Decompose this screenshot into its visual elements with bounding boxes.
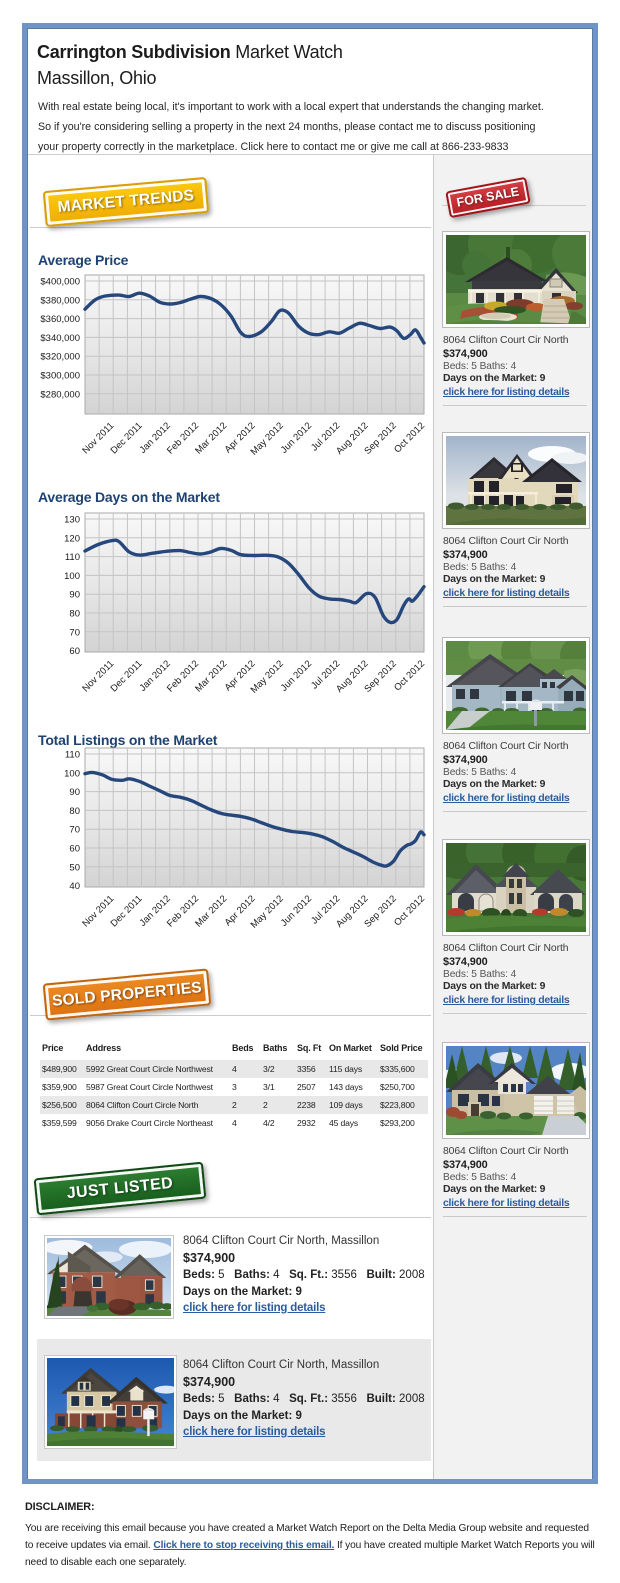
svg-text:80: 80 [69,609,80,620]
svg-text:40: 40 [69,881,80,892]
svg-text:100: 100 [64,571,80,582]
svg-text:130: 130 [64,515,80,526]
svg-text:80: 80 [69,806,80,817]
svg-text:70: 70 [69,627,80,638]
svg-text:70: 70 [69,825,80,836]
svg-text:$340,000: $340,000 [40,333,80,344]
svg-text:$380,000: $380,000 [40,295,80,306]
svg-text:$400,000: $400,000 [40,277,80,288]
svg-text:$320,000: $320,000 [40,352,80,363]
svg-text:Oct 2012: Oct 2012 [392,893,427,928]
svg-text:$280,000: $280,000 [40,389,80,400]
svg-text:Oct 2012: Oct 2012 [392,658,427,693]
svg-text:110: 110 [65,552,80,563]
svg-text:Oct 2012: Oct 2012 [392,420,427,455]
svg-text:110: 110 [65,750,80,761]
svg-text:50: 50 [69,862,80,873]
svg-text:120: 120 [64,533,80,544]
svg-text:60: 60 [69,844,80,855]
svg-text:Jun 2012: Jun 2012 [279,420,314,455]
svg-text:Jun 2012: Jun 2012 [279,893,314,928]
svg-text:Jun 2012: Jun 2012 [279,658,314,693]
svg-text:$360,000: $360,000 [40,314,80,325]
svg-text:100: 100 [64,768,80,779]
svg-text:90: 90 [69,787,80,798]
svg-text:60: 60 [69,646,80,657]
svg-text:$300,000: $300,000 [40,371,80,382]
svg-text:90: 90 [69,590,80,601]
